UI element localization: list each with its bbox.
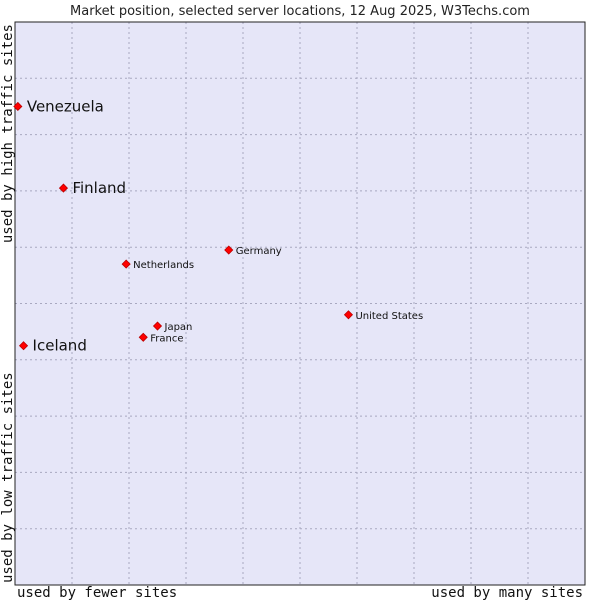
- label-iceland: Iceland: [33, 337, 87, 355]
- data-point-japan: Japan: [152, 321, 193, 333]
- label-germany: Germany: [236, 246, 282, 257]
- chart-title: Market position, selected server locatio…: [70, 4, 530, 19]
- marker-france: [138, 332, 148, 342]
- data-point-venezuela: Venezuela: [13, 97, 104, 115]
- grid-lines: [15, 22, 585, 585]
- data-point-france: France: [138, 332, 184, 344]
- label-netherlands: Netherlands: [133, 260, 194, 271]
- data-points: Venezuela Finland Germany Netherlands United…: [13, 97, 423, 355]
- marker-venezuela: [13, 101, 23, 112]
- marker-japan: [152, 321, 163, 331]
- data-point-germany: Germany: [224, 245, 282, 257]
- label-finland: Finland: [72, 179, 126, 197]
- marker-finland: [58, 183, 69, 193]
- y-axis-bottom-label: used by low traffic sites: [0, 372, 16, 583]
- x-axis-left-label: used by fewer sites: [17, 585, 177, 600]
- label-japan: Japan: [164, 322, 193, 333]
- data-point-iceland: Iceland: [18, 337, 87, 355]
- marker-united-states: [343, 310, 354, 320]
- marker-netherlands: [121, 259, 131, 269]
- label-france: France: [150, 333, 183, 344]
- data-point-finland: Finland: [58, 179, 126, 197]
- data-point-netherlands: Netherlands: [121, 259, 194, 271]
- marker-iceland: [18, 341, 29, 351]
- data-point-united-states: United States: [343, 310, 423, 322]
- y-axis-top-label: used by high traffic sites: [0, 24, 16, 243]
- label-united-states: United States: [355, 311, 423, 322]
- x-axis-right-label: used by many sites: [431, 585, 583, 600]
- marker-germany: [224, 245, 234, 255]
- label-venezuela: Venezuela: [27, 97, 104, 115]
- plot-border: [14, 21, 586, 586]
